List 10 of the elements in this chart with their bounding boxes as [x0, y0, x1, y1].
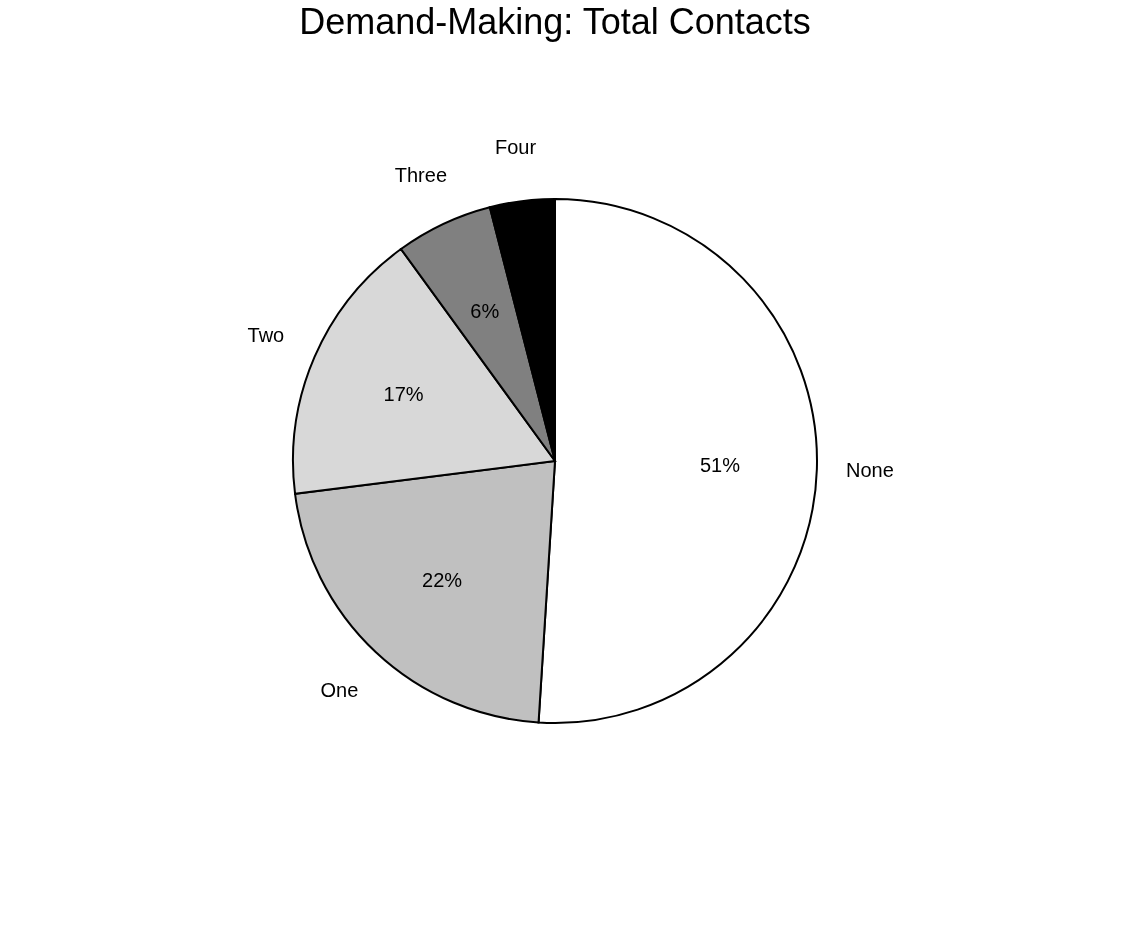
data-label: 17%	[383, 383, 424, 406]
slice-label: Four	[494, 136, 537, 159]
slice-label: Three	[394, 163, 447, 186]
data-label: 6%	[470, 299, 500, 322]
slice-label: Two	[247, 323, 285, 346]
chart-title: Demand-Making: Total Contacts	[299, 1, 811, 42]
slice-label: One	[320, 678, 359, 701]
data-label: 22%	[422, 569, 463, 592]
slice-label: None	[845, 458, 894, 481]
data-label: 51%	[699, 454, 741, 477]
